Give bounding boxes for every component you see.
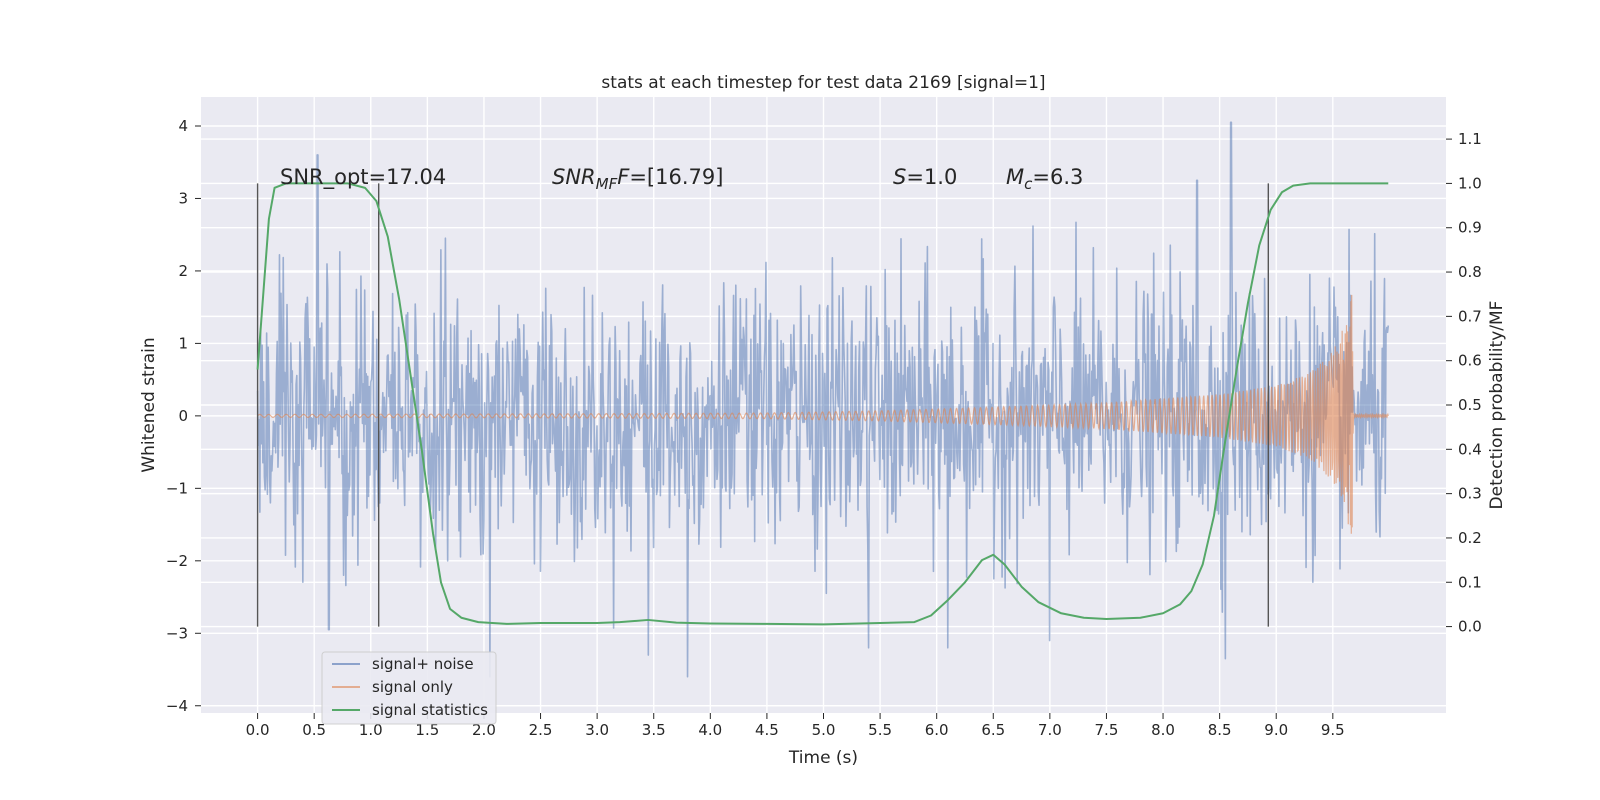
annotation-snr-opt: SNR_opt=17.04 — [280, 165, 446, 190]
y-tick-label-left: 1 — [178, 334, 188, 352]
mc-label: M — [1006, 165, 1024, 189]
mc-sub: c — [1024, 175, 1033, 193]
y-tick-label-left: −1 — [166, 479, 188, 497]
annotation-s: S=1.0 — [893, 165, 957, 189]
y-axis-label-left: Whitened strain — [139, 337, 159, 472]
y-tick-label-left: −2 — [166, 552, 188, 570]
y-tick-label-left: 0 — [178, 407, 188, 425]
legend-label-signal-only: signal only — [372, 678, 453, 696]
snr-mf-value: =[16.79] — [629, 165, 723, 189]
x-tick-label: 3.5 — [642, 721, 666, 739]
s-label: S — [893, 165, 906, 189]
x-tick-label: 6.5 — [981, 721, 1005, 739]
legend-label-signal-noise: signal+ noise — [372, 655, 474, 673]
x-tick-label: 2.0 — [472, 721, 496, 739]
y-tick-label-right: 0.3 — [1458, 485, 1482, 503]
legend-label-signal-statistics: signal statistics — [372, 701, 488, 719]
x-tick-label: 8.5 — [1208, 721, 1232, 739]
x-tick-label: 8.0 — [1151, 721, 1175, 739]
x-tick-label: 4.5 — [755, 721, 779, 739]
y-tick-label-right: 0.0 — [1458, 618, 1482, 636]
y-tick-label-right: 0.6 — [1458, 352, 1482, 370]
snr-mf-sub: MF — [596, 175, 618, 193]
x-tick-label: 5.5 — [868, 721, 892, 739]
axes: 0.0 0.5 1.0 1.5 2.0 2.5 3.0 3.5 4.0 4.5 5.0 5.5 6.0 6… — [166, 117, 1482, 739]
snr-mf-main: SNR — [552, 165, 596, 189]
y-tick-label-right: 0.7 — [1458, 307, 1482, 325]
y-tick-label-right: 0.4 — [1458, 440, 1482, 458]
x-tick-label: 1.0 — [359, 721, 383, 739]
x-tick-label: 0.5 — [302, 721, 326, 739]
y-tick-label-left: 3 — [178, 189, 188, 207]
y-tick-label-right: 0.2 — [1458, 529, 1482, 547]
y-tick-label-right: 0.1 — [1458, 573, 1482, 591]
annotation-snr-mf: SNRMFF=[16.79] — [552, 165, 723, 193]
series-signal-statistics — [256, 182, 1389, 626]
s-value: =1.0 — [906, 165, 957, 189]
y-tick-label-left: 4 — [178, 117, 188, 135]
chart-title: stats at each timestep for test data 216… — [601, 73, 1045, 93]
x-tick-label: 9.5 — [1321, 721, 1345, 739]
x-tick-label: 2.5 — [529, 721, 553, 739]
y-axis-label-right: Detection probability/MF — [1487, 301, 1507, 510]
y-tick-label-right: 0.9 — [1458, 219, 1482, 237]
x-tick-label: 1.5 — [415, 721, 439, 739]
x-tick-label: 6.0 — [925, 721, 949, 739]
mc-value: =6.3 — [1032, 165, 1083, 189]
y-tick-label-right: 1.1 — [1458, 130, 1482, 148]
y-tick-label-right: 0.8 — [1458, 263, 1482, 281]
x-tick-label: 7.0 — [1038, 721, 1062, 739]
y-tick-label-left: −4 — [166, 697, 188, 715]
x-tick-label: 0.0 — [246, 721, 270, 739]
x-tick-label: 3.0 — [585, 721, 609, 739]
y-tick-label-right: 0.5 — [1458, 396, 1482, 414]
y-tick-label-right: 1.0 — [1458, 174, 1482, 192]
x-tick-label: 9.0 — [1264, 721, 1288, 739]
series-signal-only — [257, 294, 1389, 534]
legend: signal+ noise signal only signal statist… — [321, 651, 497, 725]
y-tick-label-left: 2 — [178, 262, 188, 280]
legend-frame — [321, 651, 497, 725]
annotation-mc: Mc=6.3 — [1006, 165, 1083, 193]
y-tick-label-left: −3 — [166, 624, 188, 642]
x-tick-label: 5.0 — [812, 721, 836, 739]
x-axis-label: Time (s) — [788, 748, 858, 768]
plot-area — [201, 97, 1446, 713]
x-tick-label: 7.5 — [1095, 721, 1119, 739]
series-signal-noise — [256, 121, 1390, 678]
x-tick-label: 4.0 — [698, 721, 722, 739]
